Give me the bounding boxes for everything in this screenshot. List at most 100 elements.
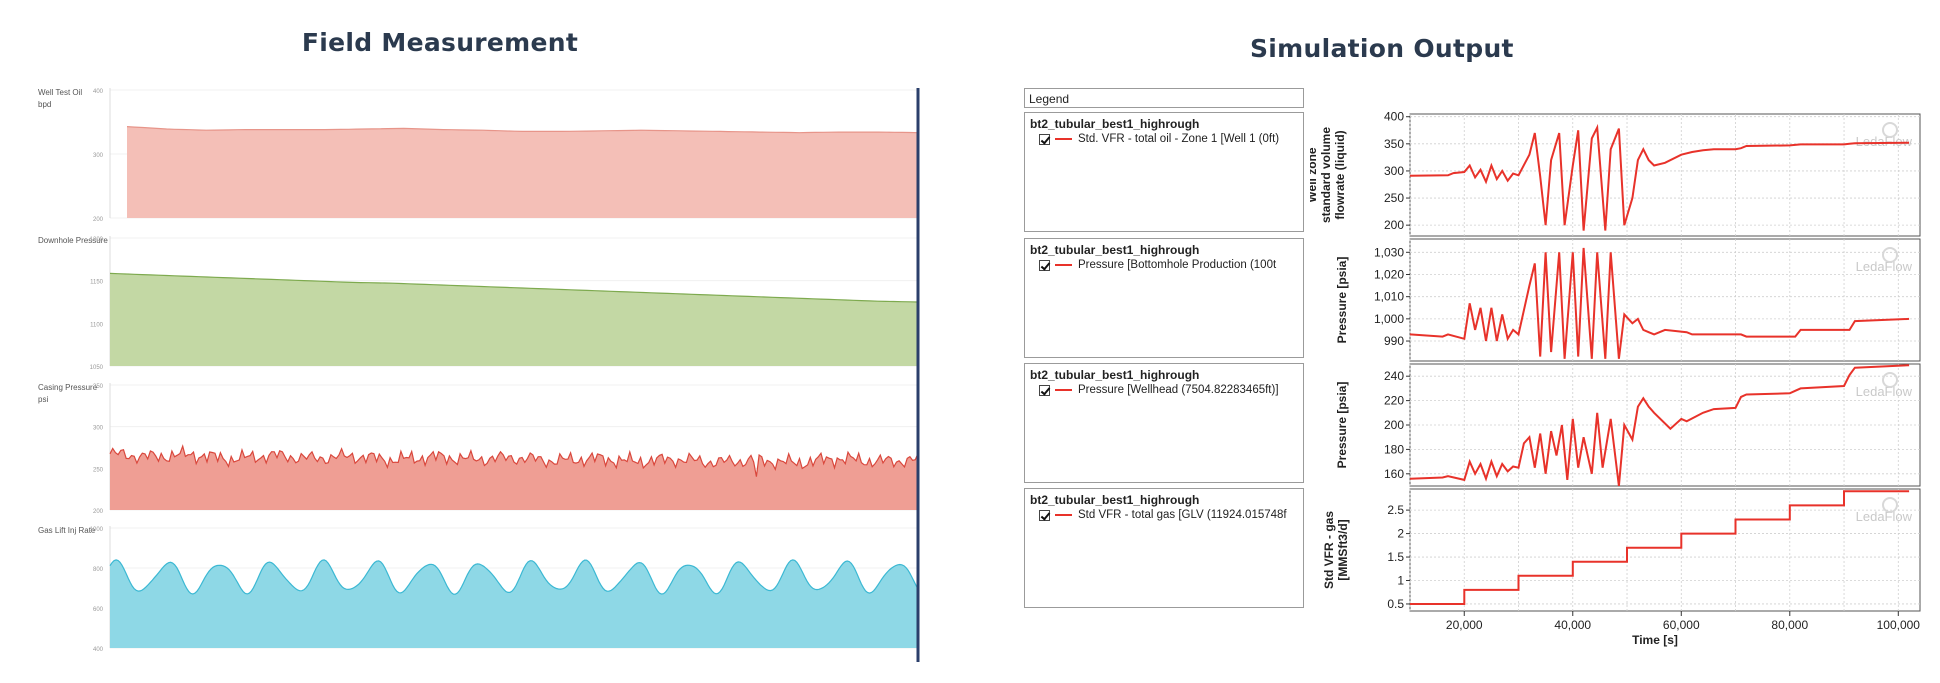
sim-ytick-label: 1: [1397, 574, 1404, 588]
simulation-output-title: Simulation Output: [1250, 34, 1514, 63]
sim-xlabel: Time [s]: [1632, 633, 1678, 647]
field-panel-label: Gas Lift Inj Rate: [38, 526, 96, 535]
field-tick-label: 600: [93, 607, 104, 613]
sim-ytick-label: 250: [1384, 191, 1404, 205]
legend-checkbox[interactable]: [1039, 384, 1050, 396]
sim-xtick-label: 20,000: [1446, 618, 1483, 632]
sim-ytick-label: 240: [1384, 369, 1404, 383]
legend-checkbox[interactable]: [1039, 509, 1050, 521]
sim-ytick-label: 1,020: [1374, 267, 1404, 281]
sim-panel-2: 160 180 200 220 240 Pressure [psia] LedaFlow: [1335, 363, 1921, 487]
legend-box-4: bt2_tubular_best1_highrough Std VFR - tot…: [1024, 488, 1304, 608]
field-panel-label: Well Test Oil: [38, 88, 82, 97]
sim-ytick-label: 180: [1384, 442, 1404, 456]
field-tick-label: 400: [93, 647, 104, 653]
sim-ylabel: [MMSft3/d]: [1336, 519, 1350, 580]
sim-series-line-0: [1410, 123, 1910, 231]
sim-ylabel: Well zone: [1310, 147, 1319, 202]
field-panel-2: Casing Pressure psi 350 300 250 200: [38, 383, 919, 515]
field-tick-label: 1200: [90, 237, 104, 243]
field-tick-label: 1150: [90, 280, 104, 286]
sim-ytick-label: 0.5: [1387, 597, 1404, 611]
sim-ytick-label: 1,030: [1374, 245, 1404, 259]
field-area-0: [127, 126, 918, 218]
sim-ytick-label: 200: [1384, 418, 1404, 432]
ledaflow-logo-icon: [1882, 497, 1898, 513]
sim-series-line-2: [1410, 364, 1910, 486]
sim-ytick-label: 400: [1384, 110, 1404, 124]
legend-item-label: Pressure [Wellhead (7504.82283465ft)]: [1078, 384, 1279, 396]
field-area-3: [110, 559, 918, 648]
field-measurement-title: Field Measurement: [301, 28, 579, 57]
sim-ytick-label: 220: [1384, 394, 1404, 408]
legend-panel: Legend bt2_tubular_best1_highrough Std. V…: [1024, 88, 1306, 663]
sim-ylabel: Pressure [psia]: [1335, 382, 1349, 469]
sim-series-line-3: [1410, 490, 1910, 605]
sim-xtick-label: 60,000: [1663, 618, 1700, 632]
sim-ytick-label: 1,000: [1374, 312, 1404, 326]
sim-xtick-label: 80,000: [1771, 618, 1808, 632]
field-line-1: [109, 272, 919, 303]
field-area-2: [110, 446, 918, 510]
field-tick-label: 400: [93, 89, 104, 95]
field-tick-label: 350: [93, 384, 104, 390]
field-tick-label: 200: [93, 217, 104, 223]
ledaflow-watermark: LedaFlow: [1856, 384, 1913, 399]
ledaflow-logo-icon: [1882, 122, 1898, 138]
legend-box-1: bt2_tubular_best1_highrough Std. VFR - to…: [1024, 112, 1304, 232]
sim-ytick-label: 2: [1397, 527, 1404, 541]
legend-checkbox[interactable]: [1039, 259, 1050, 271]
ledaflow-watermark: LedaFlow: [1856, 259, 1913, 274]
field-tick-label: 1050: [90, 365, 104, 371]
sim-ytick-label: 990: [1384, 334, 1404, 348]
simulation-output-chart: 200 250 300 350 400 Well zone standard volume f…: [1310, 110, 1921, 647]
legend-item[interactable]: Std VFR - total gas [GLV (11924.015748f: [1039, 509, 1287, 521]
legend-box-2: bt2_tubular_best1_highrough Pressure [Bot…: [1024, 238, 1304, 358]
ledaflow-logo-icon: [1882, 247, 1898, 263]
legend-checkbox[interactable]: [1039, 133, 1050, 145]
field-panel-label: psi: [38, 395, 48, 404]
sim-ytick-label: 1,010: [1374, 290, 1404, 304]
sim-series-line-1: [1410, 247, 1910, 359]
legend-swatch: [1055, 389, 1072, 391]
sim-ylabel: Std VFR - gas: [1322, 511, 1336, 589]
sim-plot-frame: [1409, 238, 1921, 362]
sim-plot-frame: [1409, 488, 1921, 612]
sim-ytick-label: 350: [1384, 137, 1404, 151]
legend-box-3: bt2_tubular_best1_highrough Pressure [Wel…: [1024, 363, 1304, 483]
field-area-1: [110, 273, 918, 366]
sim-ylabel: Pressure [psia]: [1335, 257, 1349, 344]
field-tick-label: 1000: [90, 527, 104, 533]
field-panel-0: Well Test Oil bpd 400 300 200: [38, 88, 919, 223]
sim-ytick-label: 1.5: [1387, 550, 1404, 564]
sim-ytick-label: 200: [1384, 218, 1404, 232]
field-measurement-chart: Well Test Oil bpd 400 300 200 Downhole Pressu…: [38, 88, 920, 662]
sim-panel-3: 0.5 1 1.5 2 2.5 Std VFR - gas [MMSft3/d] LedaFl…: [1322, 488, 1921, 612]
field-panel-label: bpd: [38, 100, 51, 109]
sim-ytick-label: 300: [1384, 164, 1404, 178]
legend-item-label: Std. VFR - total oil - Zone 1 [Well 1 (0…: [1078, 133, 1280, 145]
field-tick-label: 300: [93, 426, 104, 432]
legend-item[interactable]: Std. VFR - total oil - Zone 1 [Well 1 (0…: [1039, 133, 1279, 145]
legend-case-name: bt2_tubular_best1_highrough: [1030, 243, 1200, 257]
field-tick-label: 800: [93, 567, 104, 573]
legend-item-label: Pressure [Bottomhole Production (100t: [1078, 259, 1277, 271]
legend-swatch: [1055, 264, 1072, 266]
sim-ylabel: flowrate (liquid): [1333, 130, 1347, 219]
sim-panel-0: 200 250 300 350 400 Well zone standard volume f…: [1310, 110, 1921, 237]
legend-item[interactable]: Pressure [Wellhead (7504.82283465ft)]: [1039, 384, 1279, 396]
ledaflow-logo-icon: [1882, 372, 1898, 388]
sim-xtick-label: 40,000: [1554, 618, 1591, 632]
ledaflow-watermark: LedaFlow: [1856, 509, 1913, 524]
legend-swatch: [1055, 514, 1072, 516]
field-tick-label: 200: [93, 509, 104, 515]
sim-panel-1: 990 1,000 1,010 1,020 1,030 Pressure [psia] Le…: [1335, 238, 1921, 362]
legend-item[interactable]: Pressure [Bottomhole Production (100t: [1039, 259, 1276, 271]
ledaflow-watermark: LedaFlow: [1856, 134, 1913, 149]
field-tick-label: 300: [93, 153, 104, 159]
field-tick-label: 1100: [90, 322, 104, 328]
field-panel-label: Casing Pressure: [38, 383, 98, 392]
legend-case-name: bt2_tubular_best1_highrough: [1030, 368, 1200, 382]
